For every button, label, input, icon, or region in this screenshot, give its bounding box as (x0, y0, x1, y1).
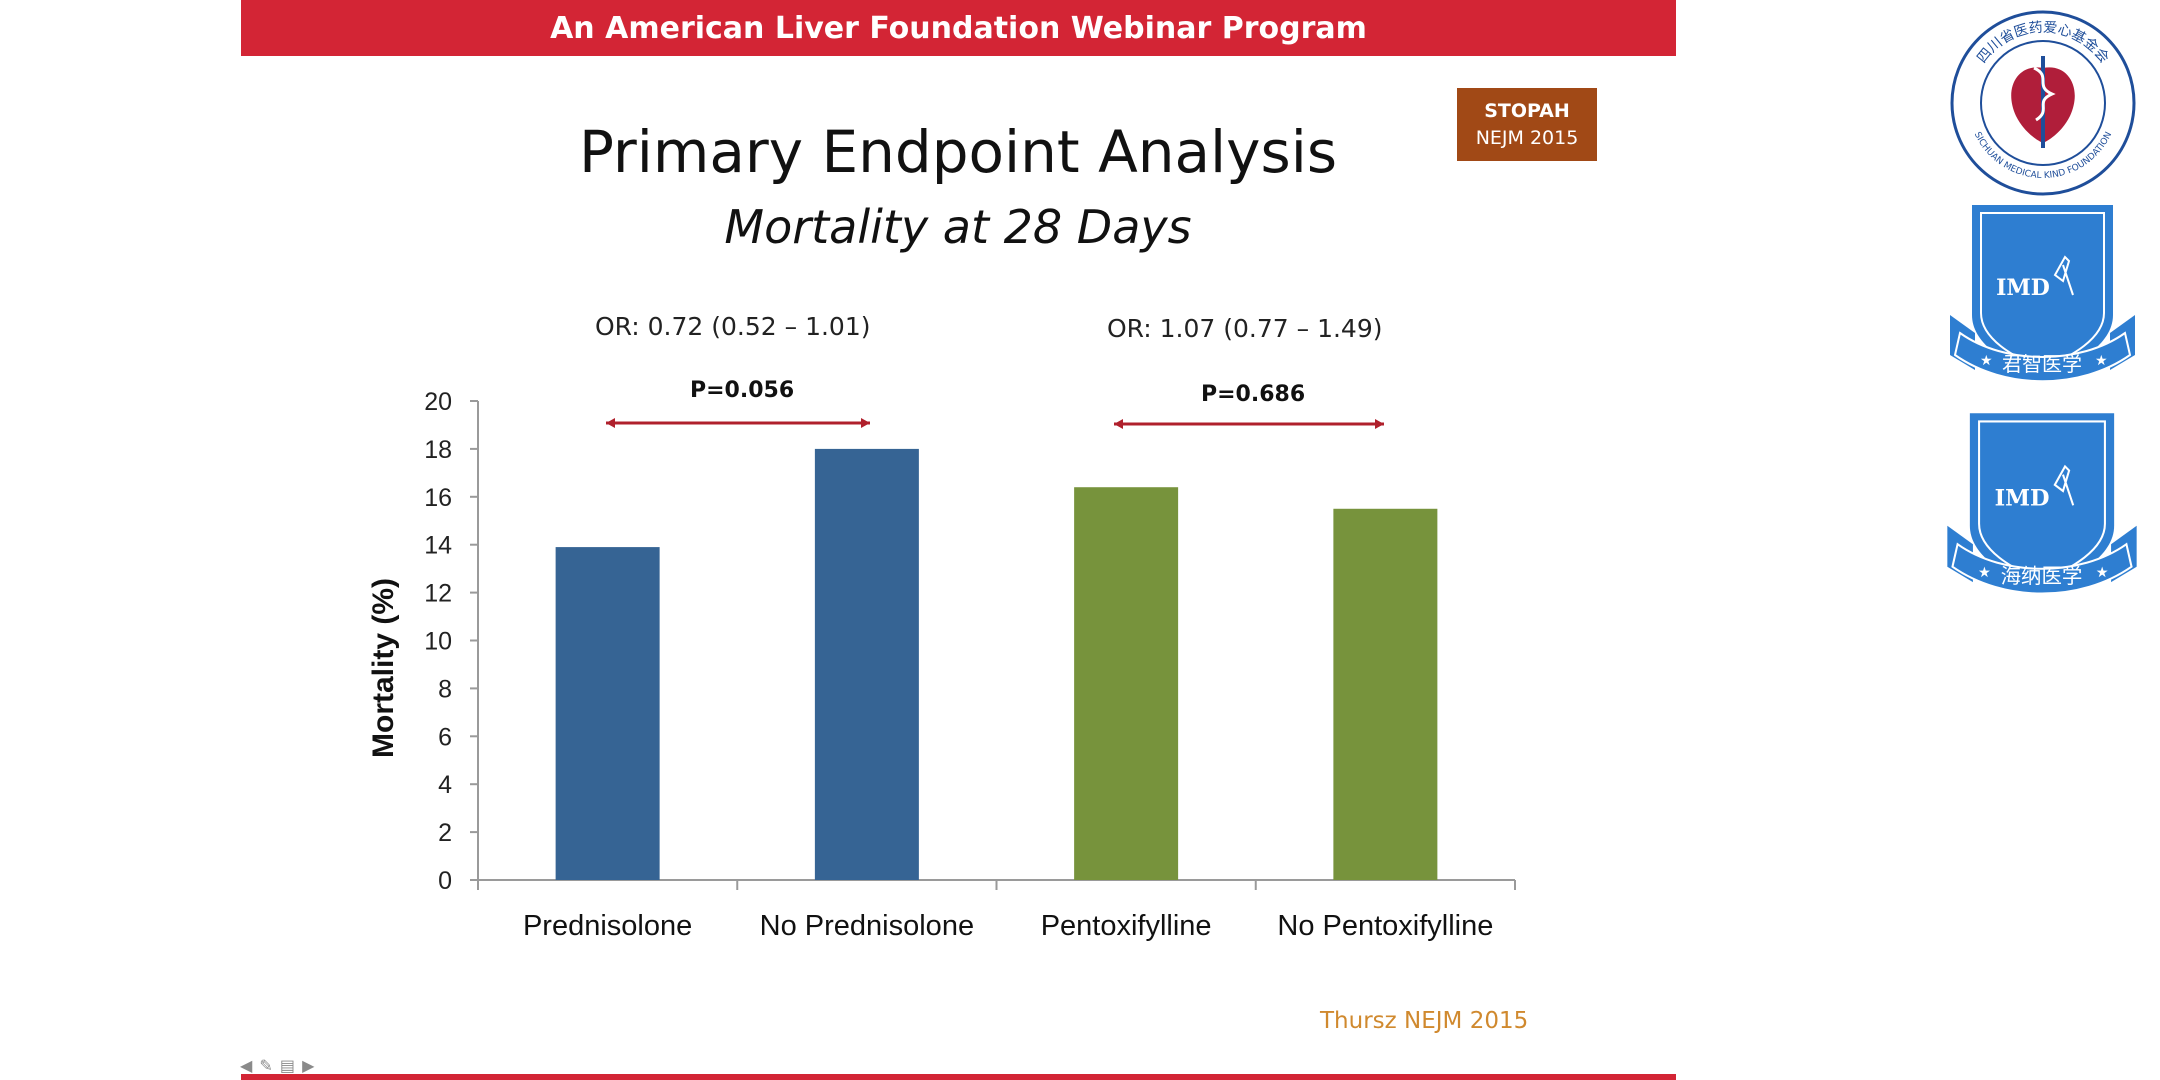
pen-icon[interactable]: ✎ (259, 1056, 273, 1075)
snake-icon (2033, 66, 2056, 122)
badge-line-2: NEJM 2015 (1475, 126, 1579, 149)
star-icon: ★ (2096, 565, 2109, 581)
forward-arrow-icon[interactable]: ▶ (302, 1056, 315, 1075)
p-value-prednisolone: P=0.056 (690, 378, 795, 403)
y-tick-label: 16 (424, 484, 452, 512)
x-tick-label: Prednisolone (523, 910, 692, 942)
odds-ratio-prednisolone: OR: 0.72 (0.52 – 1.01) (595, 312, 871, 341)
bird-icon (2053, 464, 2075, 506)
imd-chinese-label: 君智医学 (2002, 352, 2082, 376)
bar-prednisolone (555, 547, 660, 880)
bracket-end-icon (606, 418, 615, 428)
y-tick-label: 20 (424, 388, 452, 416)
star-icon: ★ (1978, 565, 1991, 581)
menu-icon[interactable]: ▤ (279, 1056, 296, 1075)
banner-band (241, 0, 1676, 56)
x-tick-label: No Pentoxifylline (1277, 910, 1493, 942)
y-tick-label: 10 (424, 628, 452, 656)
bracket-end-icon (861, 418, 870, 428)
imd-text: IMD (1996, 275, 2050, 301)
y-tick-label: 12 (424, 580, 452, 608)
bar-no-prednisolone (814, 448, 919, 880)
study-badge: STOPAH NEJM 2015 (1457, 88, 1597, 161)
star-icon: ★ (1980, 353, 1993, 369)
odds-ratio-pentoxifylline: OR: 1.07 (0.77 – 1.49) (1107, 314, 1383, 343)
slide-subtitle: Mortality at 28 Days (724, 200, 1192, 254)
slide-nav: ◀ ✎ ▤ ▶ (240, 1056, 316, 1075)
citation: Thursz NEJM 2015 (1320, 1008, 1529, 1034)
bar-no-pentoxifylline (1333, 508, 1438, 880)
x-tick-label: Pentoxifylline (1041, 910, 1212, 942)
bracket-end-icon (1114, 419, 1123, 429)
y-tick-label: 8 (438, 675, 452, 703)
y-tick-label: 6 (438, 723, 452, 751)
bracket-end-icon (1375, 419, 1384, 429)
bottom-rule (241, 1074, 1676, 1080)
imd-chinese-label: 海纳医学 (2001, 564, 2083, 588)
imd-shield-logo-1: IMD 君智医学 ★ ★ (1950, 205, 2135, 383)
back-arrow-icon[interactable]: ◀ (240, 1056, 253, 1075)
y-tick-label: 18 (424, 436, 452, 464)
y-tick-label: 4 (438, 771, 452, 799)
bar-pentoxifylline (1074, 487, 1179, 880)
x-tick-label: No Prednisolone (760, 910, 974, 942)
banner-title: An American Liver Foundation Webinar Pro… (550, 10, 1367, 46)
y-axis-label: Mortality (%) (367, 578, 400, 758)
y-tick-label: 14 (424, 532, 452, 560)
y-tick-label: 2 (438, 819, 452, 847)
badge-line-1: STOPAH (1484, 99, 1570, 122)
y-tick-label: 0 (438, 867, 452, 895)
star-icon: ★ (2095, 353, 2108, 369)
sichuan-foundation-logo: 四川省医药爱心基金会 SICHUAN MEDICAL KIND FOUNDATI… (1950, 10, 2136, 196)
p-value-pentoxifylline: P=0.686 (1201, 382, 1306, 407)
slide-title: Primary Endpoint Analysis (578, 118, 1338, 186)
bird-icon (2053, 255, 2074, 296)
imd-shield-logo-2: IMD 海纳医学 ★ ★ (1947, 413, 2137, 595)
imd-text: IMD (1995, 485, 2050, 511)
